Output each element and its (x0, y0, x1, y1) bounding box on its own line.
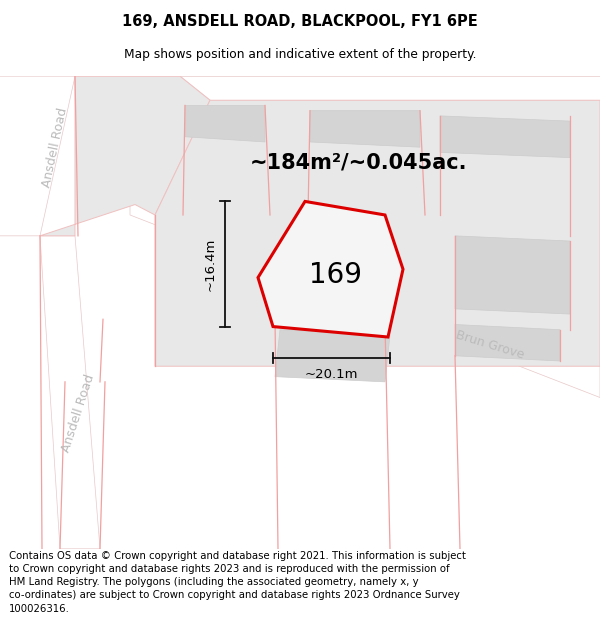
Polygon shape (275, 330, 390, 382)
Text: Brun Grove: Brun Grove (274, 266, 346, 299)
Text: 169, ANSDELL ROAD, BLACKPOOL, FY1 6PE: 169, ANSDELL ROAD, BLACKPOOL, FY1 6PE (122, 14, 478, 29)
Polygon shape (275, 251, 385, 324)
Text: Brun Grove: Brun Grove (454, 329, 526, 362)
Text: Ansdell Road: Ansdell Road (40, 106, 70, 188)
Polygon shape (455, 236, 570, 314)
Polygon shape (258, 201, 403, 337)
Polygon shape (440, 116, 570, 158)
Text: ~20.1m: ~20.1m (305, 368, 358, 381)
Text: ~16.4m: ~16.4m (204, 238, 217, 291)
Polygon shape (40, 236, 100, 549)
Text: Ansdell Road: Ansdell Road (59, 372, 97, 454)
Polygon shape (455, 324, 560, 361)
Polygon shape (155, 100, 600, 366)
Text: 169: 169 (308, 261, 361, 289)
Polygon shape (40, 76, 210, 236)
Text: Map shows position and indicative extent of the property.: Map shows position and indicative extent… (124, 48, 476, 61)
Text: Contains OS data © Crown copyright and database right 2021. This information is : Contains OS data © Crown copyright and d… (9, 551, 466, 614)
Polygon shape (310, 111, 420, 147)
Text: ~184m²/~0.045ac.: ~184m²/~0.045ac. (250, 153, 467, 173)
Polygon shape (0, 76, 75, 236)
Polygon shape (130, 184, 600, 398)
Polygon shape (180, 76, 600, 100)
Polygon shape (185, 106, 265, 142)
